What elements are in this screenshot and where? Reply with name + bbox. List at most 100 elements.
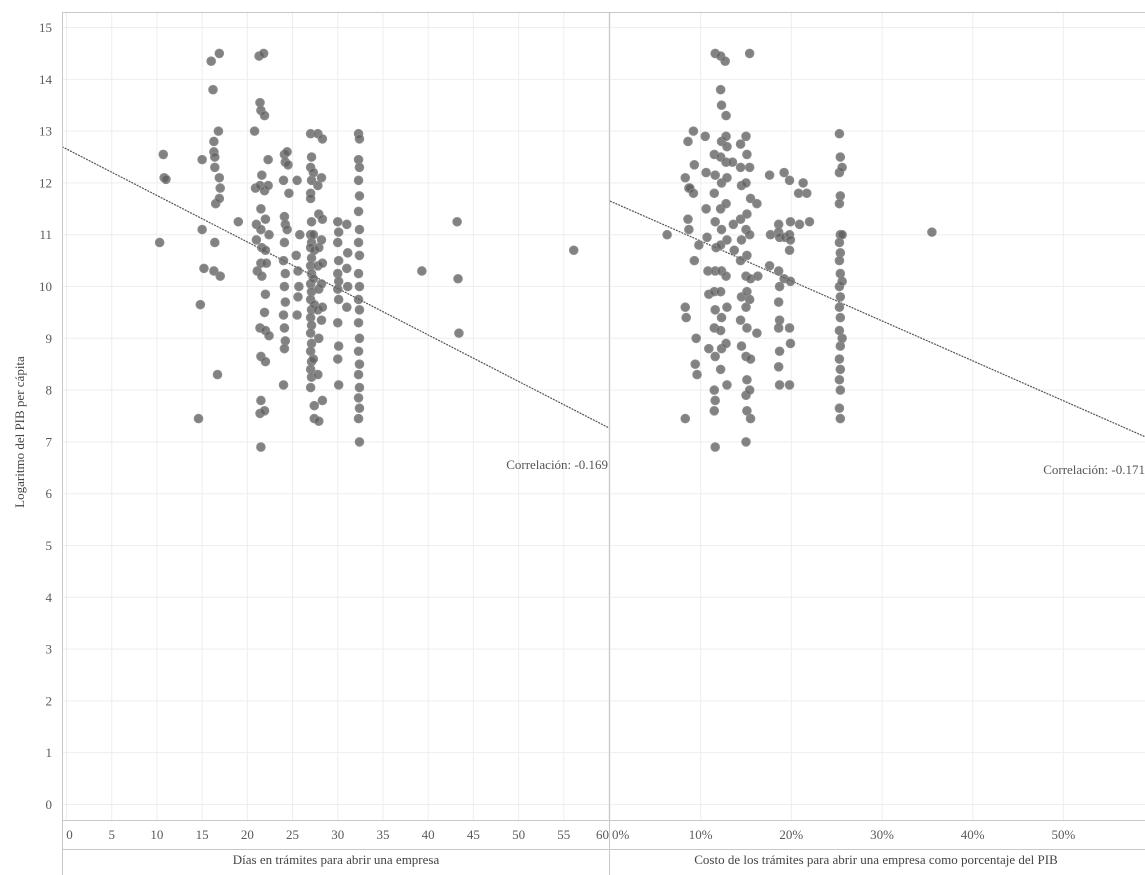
data-point — [773, 361, 784, 372]
data-point — [283, 159, 293, 170]
data-point — [741, 437, 751, 447]
data-point — [735, 255, 746, 266]
x-tick-label: 35 — [376, 827, 389, 842]
data-point — [745, 354, 756, 364]
data-point — [282, 224, 292, 235]
data-point — [710, 395, 720, 406]
data-point — [354, 403, 365, 414]
data-point — [279, 323, 290, 333]
data-point — [308, 167, 319, 178]
data-point — [453, 273, 463, 284]
data-point — [680, 172, 691, 183]
data-point — [834, 198, 845, 209]
data-point — [741, 302, 751, 313]
y-tick-label: 2 — [46, 693, 53, 708]
data-point — [834, 374, 845, 385]
data-point — [284, 188, 294, 199]
x-tick-label: 45 — [467, 827, 480, 842]
y-tick-label: 5 — [46, 538, 53, 553]
data-point — [837, 276, 847, 287]
data-point — [927, 227, 937, 237]
data-point — [308, 229, 319, 240]
data-point — [774, 281, 785, 292]
y-tick-label: 1 — [46, 745, 53, 760]
data-point — [764, 170, 775, 180]
data-point — [721, 110, 731, 121]
data-point — [834, 403, 845, 414]
x-tick-label: 10% — [689, 827, 713, 842]
data-point — [715, 240, 726, 250]
data-point — [835, 248, 846, 258]
data-point — [278, 310, 289, 320]
data-point — [313, 369, 323, 380]
data-point — [313, 180, 323, 191]
data-point — [279, 343, 290, 354]
data-point — [773, 266, 784, 276]
data-point — [257, 170, 267, 180]
data-point — [662, 229, 672, 240]
data-point — [264, 330, 274, 341]
data-point — [793, 188, 804, 199]
data-point — [212, 369, 223, 380]
data-point — [264, 229, 274, 240]
data-point — [251, 235, 262, 245]
data-point — [722, 172, 732, 183]
x-tick-label: 40 — [422, 827, 435, 842]
data-point — [785, 235, 796, 245]
data-point — [835, 152, 846, 162]
data-point — [259, 406, 270, 416]
data-point — [208, 84, 218, 95]
data-point — [293, 266, 303, 276]
x-tick-label: 50% — [1051, 827, 1075, 842]
data-point — [721, 131, 731, 142]
data-point — [752, 198, 762, 209]
data-point — [715, 286, 726, 297]
data-point — [317, 302, 328, 313]
data-point — [716, 312, 727, 323]
data-point — [305, 312, 316, 323]
data-point — [837, 162, 847, 173]
x-axis-title-right: Costo de los trámites para abrir una emp… — [694, 852, 1058, 867]
data-point — [354, 250, 365, 261]
data-point — [309, 400, 320, 411]
data-point — [683, 136, 693, 147]
data-point — [317, 395, 328, 406]
data-point — [316, 235, 327, 245]
data-point — [700, 131, 711, 142]
data-point — [785, 216, 796, 227]
data-point — [715, 325, 726, 336]
data-point — [715, 364, 726, 375]
data-point — [154, 237, 165, 248]
data-point — [214, 48, 225, 59]
data-point — [753, 271, 763, 281]
data-point — [680, 413, 691, 424]
data-point — [317, 258, 328, 269]
data-point — [354, 305, 365, 315]
data-point — [333, 227, 344, 237]
data-point — [773, 323, 784, 333]
data-point — [568, 245, 579, 256]
data-point — [195, 299, 206, 310]
data-point — [353, 317, 364, 328]
data-point — [255, 97, 265, 108]
data-point — [744, 48, 755, 59]
data-point — [835, 385, 846, 395]
data-point — [774, 315, 785, 325]
data-point — [257, 271, 267, 281]
data-point — [193, 413, 204, 424]
data-point — [784, 245, 795, 256]
data-point — [332, 216, 343, 227]
data-point — [710, 216, 720, 227]
data-point — [680, 302, 691, 313]
y-tick-label: 13 — [39, 124, 52, 139]
data-point — [260, 214, 271, 224]
data-point — [785, 276, 796, 287]
data-point — [773, 297, 784, 307]
data-point — [332, 268, 343, 279]
data-point — [689, 159, 700, 170]
data-point — [835, 191, 846, 201]
data-point — [317, 214, 328, 224]
data-point — [209, 152, 220, 162]
data-point — [684, 224, 694, 235]
data-point — [206, 56, 216, 67]
